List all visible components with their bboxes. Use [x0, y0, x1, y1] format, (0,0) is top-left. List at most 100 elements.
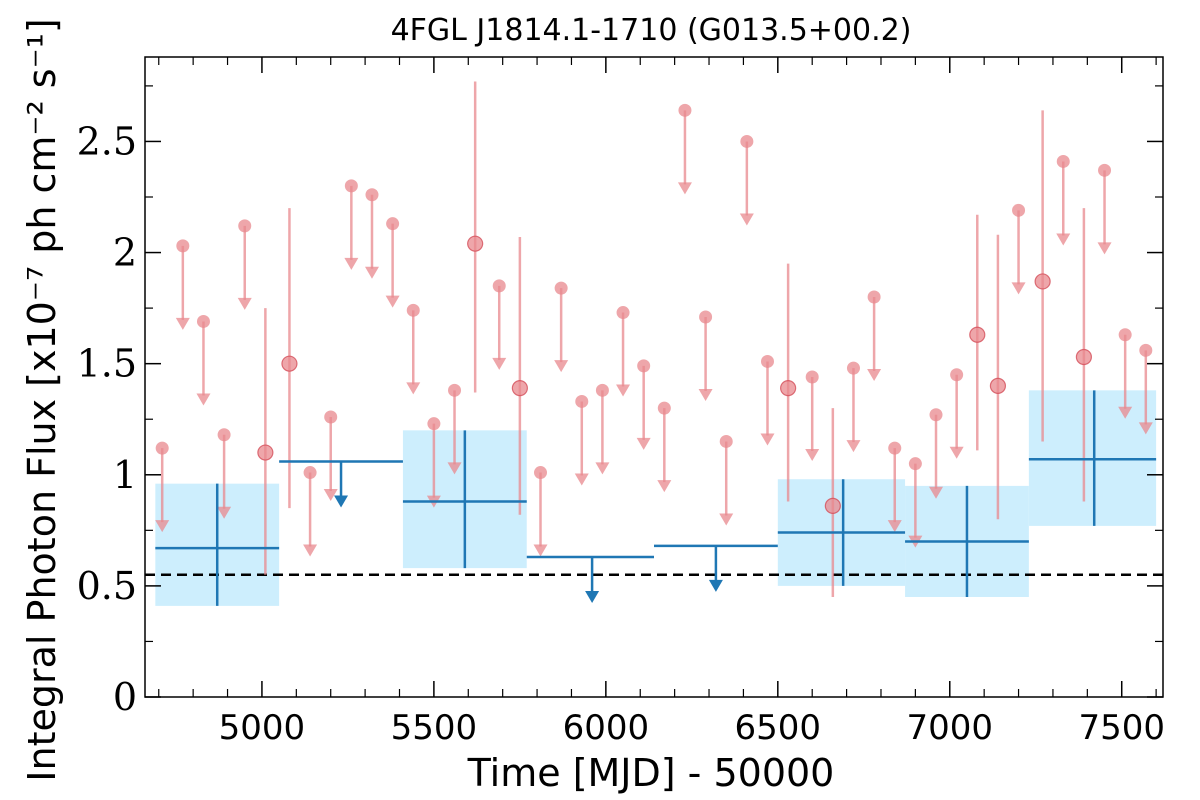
fine-upper-limit-point — [365, 188, 379, 202]
fine-upper-limit-arrow — [698, 389, 713, 401]
fine-upper-limit-point — [386, 217, 400, 231]
fine-upper-limit-arrow — [805, 449, 820, 461]
fine-upper-limit-point — [1118, 328, 1132, 342]
fine-upper-limit-point — [492, 279, 506, 293]
fine-upper-limit-arrow — [155, 520, 170, 533]
fine-upper-limit-point — [595, 383, 609, 397]
fine-upper-limit-point — [699, 310, 713, 324]
chart-title: 4FGL J1814.1-1710 (G013.5+00.2) — [391, 13, 912, 48]
y-tick-label: 2.5 — [77, 119, 137, 163]
fine-upper-limit-arrow — [887, 520, 902, 533]
fine-upper-limit-arrow — [760, 433, 775, 446]
fine-upper-limit-arrow — [447, 462, 462, 475]
fine-upper-limit-point — [1139, 343, 1153, 357]
fine-upper-limit-arrow — [406, 382, 421, 395]
fine-upper-limit-arrow — [1056, 233, 1071, 246]
y-tick-label: 0 — [113, 675, 137, 719]
fine-bin-points — [155, 81, 1153, 597]
fine-upper-limit-arrow — [846, 440, 861, 453]
fine-upper-limit-point — [554, 281, 568, 295]
fine-upper-limit-arrow — [344, 257, 359, 270]
fine-upper-limit-point — [908, 457, 922, 471]
fine-upper-limit-arrow — [1138, 422, 1153, 435]
fine-upper-limit-point — [678, 103, 692, 117]
fine-upper-limit-arrow — [217, 506, 232, 519]
fine-upper-limit-point — [760, 354, 774, 368]
fine-upper-limit-point — [344, 179, 358, 193]
fine-upper-limit-point — [657, 401, 671, 415]
fine-upper-limit-point — [1012, 203, 1026, 217]
fine-upper-limit-arrow — [1011, 282, 1026, 295]
fine-upper-limit-point — [238, 219, 252, 233]
y-tick-label: 0.5 — [77, 564, 137, 608]
y-tick-label: 1 — [113, 453, 137, 497]
axis-ticks: 5000 5500 6000 6500 7000 7500 0 0.5 1 1.5 2 2.5 — [77, 57, 1165, 748]
fine-detection-point — [511, 380, 528, 397]
fine-upper-limit-point — [719, 434, 733, 448]
fine-upper-limit-point — [406, 303, 420, 317]
fine-detection-point — [969, 326, 986, 343]
x-axis-label: Time [MJD] - 50000 — [467, 751, 835, 795]
x-tick-label: 6000 — [563, 708, 650, 748]
fine-upper-limit-point — [427, 417, 441, 431]
fine-upper-limit-point — [929, 408, 943, 422]
fine-detection-point — [989, 377, 1007, 394]
fine-upper-limit-arrow — [929, 486, 944, 499]
fine-detection-point — [824, 497, 841, 514]
fine-upper-limit-point — [950, 368, 964, 382]
fine-upper-limit-point — [616, 306, 630, 320]
x-tick-label: 5000 — [219, 708, 306, 748]
plot-frame — [144, 56, 1164, 698]
fine-upper-limit-point — [176, 239, 190, 253]
fine-detection-point — [281, 355, 298, 372]
fine-upper-limit-point — [805, 370, 819, 384]
fine-upper-limit-point — [575, 394, 589, 408]
fine-upper-limit-arrow — [533, 544, 548, 557]
fine-upper-limit-arrow — [949, 446, 964, 459]
fine-detection-point — [257, 444, 274, 461]
fine-upper-limit-point — [217, 428, 231, 442]
fine-upper-limit-point — [324, 410, 338, 424]
fine-upper-limit-point — [155, 441, 169, 455]
fine-upper-limit-point — [448, 383, 462, 397]
fine-upper-limit-arrow — [574, 473, 589, 486]
fine-upper-limit-arrow — [303, 544, 318, 557]
fine-detection-point — [1075, 348, 1092, 366]
fine-detection-point — [467, 235, 484, 252]
coarse-upper-limit-arrow — [585, 591, 600, 603]
fine-upper-limit-point — [846, 361, 860, 375]
fine-upper-limit-arrow — [657, 480, 672, 493]
fine-upper-limit-arrow — [595, 462, 610, 475]
y-tick-label: 2 — [113, 231, 137, 275]
fine-upper-limit-arrow — [196, 393, 211, 406]
fine-upper-limit-arrow — [677, 182, 692, 195]
fine-upper-limit-point — [1098, 163, 1112, 177]
fine-upper-limit-arrow — [1118, 406, 1133, 419]
fine-upper-limit-arrow — [385, 295, 400, 308]
fine-upper-limit-point — [196, 314, 210, 328]
fine-upper-limit-arrow — [867, 369, 882, 381]
y-axis-label: Integral Photon Flux [x10⁻⁷ ph cm⁻² s⁻¹] — [20, 18, 64, 781]
fine-detection-point — [1034, 273, 1051, 290]
fine-upper-limit-point — [1056, 154, 1070, 168]
fine-upper-limit-point — [740, 134, 754, 148]
coarse-bin-marks — [155, 390, 1157, 606]
fine-upper-limit-arrow — [364, 266, 379, 279]
fine-upper-limit-arrow — [492, 357, 507, 370]
x-tick-label: 5500 — [391, 708, 478, 748]
fine-upper-limit-arrow — [554, 360, 569, 373]
fine-upper-limit-arrow — [1097, 242, 1112, 255]
fine-upper-limit-arrow — [719, 513, 734, 526]
fine-upper-limit-point — [867, 290, 881, 304]
fine-upper-limit-point — [888, 441, 902, 455]
fine-upper-limit-arrow — [739, 213, 754, 226]
fine-upper-limit-arrow — [175, 317, 190, 330]
fine-upper-limit-arrow — [616, 384, 631, 397]
y-tick-label: 1.5 — [77, 342, 137, 386]
fine-upper-limit-arrow — [237, 297, 252, 310]
fine-upper-limit-point — [637, 359, 651, 373]
x-tick-label: 6500 — [735, 708, 822, 748]
fine-upper-limit-point — [534, 466, 548, 480]
fine-upper-limit-arrow — [636, 437, 651, 450]
